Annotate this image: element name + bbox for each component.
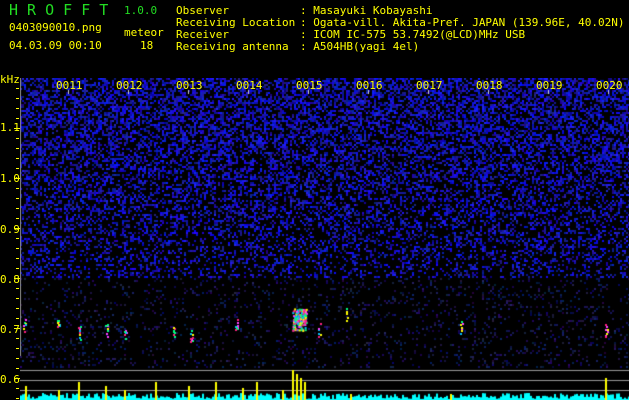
freq-tick <box>14 378 20 379</box>
freq-tick <box>14 178 20 179</box>
time-tick-label: 0014 <box>236 79 263 92</box>
freq-tick <box>16 138 19 139</box>
freq-tick <box>16 238 19 239</box>
freq-tick <box>16 358 19 359</box>
freq-tick <box>16 108 19 109</box>
time-tick-label: 0019 <box>536 79 563 92</box>
freq-tick <box>16 218 19 219</box>
freq-tick <box>14 328 20 329</box>
time-tick-label: 0018 <box>476 79 503 92</box>
meteor-count: 18 <box>140 39 154 52</box>
freq-tick-label: 1.0 <box>0 172 20 185</box>
freq-tick <box>16 318 19 319</box>
info-label: Receiver <box>176 28 229 41</box>
spectrogram <box>20 78 629 400</box>
freq-tick <box>14 128 20 129</box>
freq-tick <box>16 188 19 189</box>
freq-tick <box>16 148 19 149</box>
freq-tick <box>16 298 19 299</box>
freq-tick-label: 0.6 <box>0 373 20 386</box>
info-value: : ICOM IC-575 53.7492(@LCD)MHz USB <box>300 28 526 41</box>
freq-tick <box>16 348 19 349</box>
freq-tick-label: 1.1 <box>0 121 20 134</box>
freq-tick <box>16 258 19 259</box>
freq-tick <box>14 228 20 229</box>
file-name: 0403090010.png <box>9 21 102 34</box>
info-value: : Ogata-vill. Akita-Pref. JAPAN (139.96E… <box>300 16 625 29</box>
meteor-label: meteor <box>124 26 164 39</box>
freq-tick <box>16 198 19 199</box>
freq-tick <box>16 398 19 399</box>
info-label: Observer <box>176 4 229 17</box>
file-datetime: 04.03.09 00:10 <box>9 39 102 52</box>
freq-tick-label: 0.9 <box>0 223 20 236</box>
app-title: H R O F F T <box>9 1 109 19</box>
freq-tick-label: 0.8 <box>0 273 20 286</box>
freq-tick <box>14 278 20 279</box>
freq-tick <box>16 248 19 249</box>
time-tick-label: 0016 <box>356 79 383 92</box>
time-tick-label: 0011 <box>56 79 83 92</box>
time-tick-label: 0015 <box>296 79 323 92</box>
app-version: 1.0.0 <box>124 4 158 17</box>
freq-tick <box>16 118 19 119</box>
freq-tick <box>16 208 19 209</box>
freq-tick <box>16 288 19 289</box>
time-tick-label: 0012 <box>116 79 143 92</box>
freq-tick <box>16 388 19 389</box>
freq-tick <box>16 268 19 269</box>
info-label: Receiving Location <box>176 16 296 29</box>
freq-tick <box>16 308 19 309</box>
freq-tick <box>16 338 19 339</box>
freq-tick <box>16 88 19 89</box>
time-tick-label: 0020 <box>596 79 623 92</box>
freq-tick <box>16 168 19 169</box>
freq-tick-label: 0.7 <box>0 323 20 336</box>
time-tick-label: 0013 <box>176 79 203 92</box>
info-value: : Masayuki Kobayashi <box>300 4 433 17</box>
info-value: : A504HB(yagi 4el) <box>300 40 420 53</box>
freq-tick <box>16 98 19 99</box>
freq-tick <box>16 368 19 369</box>
freq-tick <box>16 158 19 159</box>
info-label: Receiving antenna <box>176 40 289 53</box>
axis-unit: kHz <box>0 73 20 86</box>
time-tick-label: 0017 <box>416 79 443 92</box>
